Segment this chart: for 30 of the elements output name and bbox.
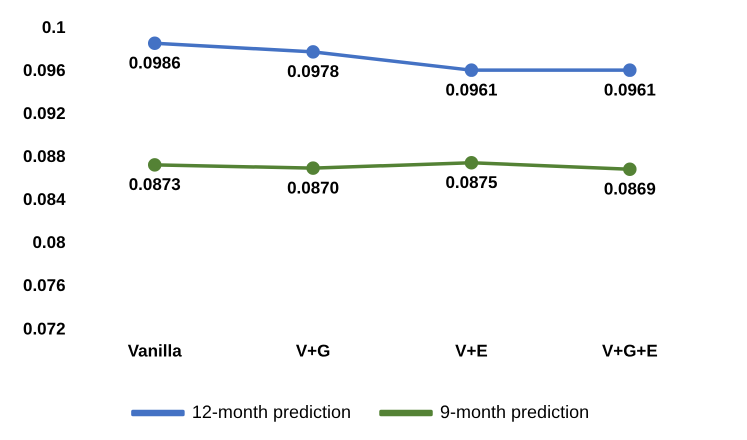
legend-label: 12-month prediction <box>192 402 352 422</box>
x-tick-label: V+G+E <box>602 341 658 360</box>
y-tick-label: 0.1 <box>42 18 66 37</box>
y-tick-label: 0.096 <box>22 60 66 80</box>
point <box>148 158 162 172</box>
point <box>306 161 320 175</box>
data-label: 0.0869 <box>604 179 656 198</box>
x-tick-label: V+G <box>296 341 330 360</box>
point <box>623 63 637 77</box>
y-tick-label: 0.084 <box>22 190 66 210</box>
y-tick-label: 0.076 <box>22 276 66 296</box>
data-label: 0.0873 <box>128 175 181 194</box>
x-tick-label: Vanilla <box>128 341 182 360</box>
point <box>306 45 320 59</box>
point <box>148 36 162 50</box>
y-tick-label: 0.088 <box>22 147 66 166</box>
y-tick-label: 0.072 <box>22 319 66 338</box>
data-label: 0.0870 <box>287 178 340 198</box>
point <box>623 162 637 176</box>
point <box>464 63 478 77</box>
data-label: 0.0875 <box>445 172 498 192</box>
data-label: 0.0978 <box>287 62 340 82</box>
point <box>464 156 478 170</box>
y-tick-label: 0.08 <box>32 233 66 252</box>
legend-label: 9-month prediction <box>440 402 590 422</box>
data-label: 0.0986 <box>128 53 181 72</box>
x-tick-label: V+E <box>455 341 488 360</box>
data-label: 0.0961 <box>604 80 656 100</box>
y-tick-label: 0.092 <box>22 104 66 123</box>
data-label: 0.0961 <box>445 80 498 100</box>
